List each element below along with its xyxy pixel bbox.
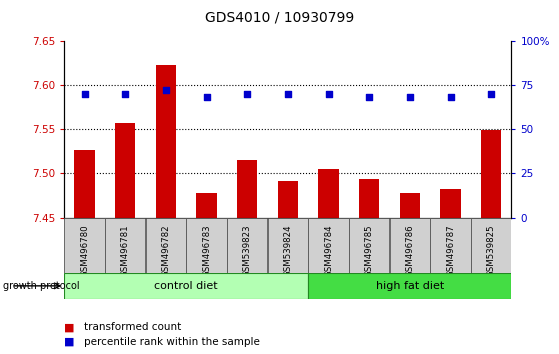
Bar xyxy=(64,273,308,299)
Bar xyxy=(187,218,227,273)
Bar xyxy=(359,179,380,218)
Bar xyxy=(471,218,511,273)
Bar xyxy=(115,123,135,218)
Point xyxy=(364,95,373,100)
Point xyxy=(487,91,496,97)
Bar xyxy=(430,218,471,273)
Text: GSM496787: GSM496787 xyxy=(446,224,455,277)
Bar xyxy=(390,218,430,273)
Bar xyxy=(146,218,186,273)
Point xyxy=(283,91,292,97)
Text: control diet: control diet xyxy=(154,281,218,291)
Bar xyxy=(237,160,257,218)
Bar xyxy=(196,193,217,218)
Bar xyxy=(349,218,389,273)
Bar xyxy=(400,193,420,218)
Text: GSM496783: GSM496783 xyxy=(202,224,211,277)
Text: GDS4010 / 10930799: GDS4010 / 10930799 xyxy=(205,11,354,25)
Bar xyxy=(309,218,349,273)
Bar xyxy=(156,64,176,218)
Text: GSM539823: GSM539823 xyxy=(243,224,252,277)
Point xyxy=(202,95,211,100)
Text: ■: ■ xyxy=(64,322,75,332)
Bar xyxy=(64,218,105,273)
Bar xyxy=(227,218,267,273)
Bar xyxy=(278,181,298,218)
Point xyxy=(446,95,455,100)
Text: GSM496785: GSM496785 xyxy=(364,224,374,277)
Text: transformed count: transformed count xyxy=(84,322,181,332)
Text: percentile rank within the sample: percentile rank within the sample xyxy=(84,337,260,347)
Bar xyxy=(308,273,511,299)
Point xyxy=(80,91,89,97)
Bar xyxy=(319,169,339,218)
Point xyxy=(405,95,414,100)
Text: GSM539824: GSM539824 xyxy=(283,224,292,277)
Text: GSM496781: GSM496781 xyxy=(121,224,130,277)
Text: GSM496782: GSM496782 xyxy=(162,224,170,277)
Text: ■: ■ xyxy=(64,337,75,347)
Bar xyxy=(268,218,308,273)
Text: GSM539825: GSM539825 xyxy=(487,224,496,277)
Point xyxy=(121,91,130,97)
Text: high fat diet: high fat diet xyxy=(376,281,444,291)
Point xyxy=(324,91,333,97)
Bar xyxy=(481,130,501,218)
Text: growth protocol: growth protocol xyxy=(3,281,79,291)
Text: GSM496780: GSM496780 xyxy=(80,224,89,277)
Bar xyxy=(105,218,145,273)
Point xyxy=(243,91,252,97)
Bar xyxy=(440,188,461,218)
Text: GSM496786: GSM496786 xyxy=(405,224,414,277)
Text: GSM496784: GSM496784 xyxy=(324,224,333,277)
Bar xyxy=(74,149,95,218)
Point xyxy=(162,87,170,93)
